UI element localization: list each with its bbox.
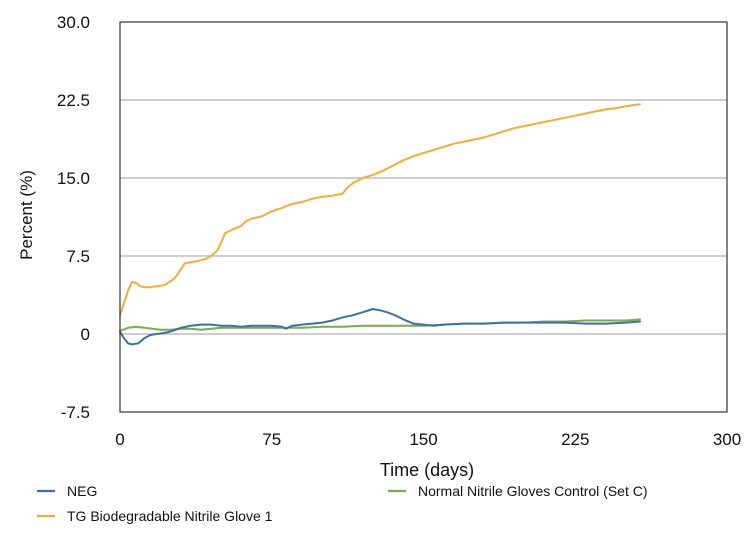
plot-frame bbox=[119, 21, 728, 413]
tick-layer: -7.5 0 7.5 15.0 22.5 30.0 0 75 150 225 300 bbox=[57, 13, 741, 449]
series-line-2 bbox=[119, 103, 641, 317]
y-tick-label: 15.0 bbox=[57, 169, 90, 188]
y-tick-label: -7.5 bbox=[61, 403, 90, 422]
y-tick-label: 30.0 bbox=[57, 13, 90, 32]
x-tick-label: 0 bbox=[115, 430, 124, 449]
x-tick-label: 75 bbox=[262, 430, 281, 449]
legend-label: NEG bbox=[67, 483, 97, 499]
series-layer bbox=[119, 103, 641, 346]
grid-layer bbox=[120, 99, 727, 335]
y-axis-label: Percent (%) bbox=[17, 170, 36, 260]
x-tick-label: 150 bbox=[409, 430, 437, 449]
legend-label: TG Biodegradable Nitrile Glove 1 bbox=[67, 508, 273, 524]
x-axis-label: Time (days) bbox=[380, 460, 474, 480]
y-tick-label: 7.5 bbox=[66, 247, 90, 266]
y-tick-label: 22.5 bbox=[57, 91, 90, 110]
legend: NEG Normal Nitrile Gloves Control (Set C)… bbox=[37, 483, 648, 524]
series-line-0 bbox=[119, 308, 641, 346]
x-tick-label: 225 bbox=[561, 430, 589, 449]
y-tick-label: 0 bbox=[81, 325, 90, 344]
legend-label: Normal Nitrile Gloves Control (Set C) bbox=[418, 483, 648, 499]
x-tick-label: 300 bbox=[713, 430, 741, 449]
